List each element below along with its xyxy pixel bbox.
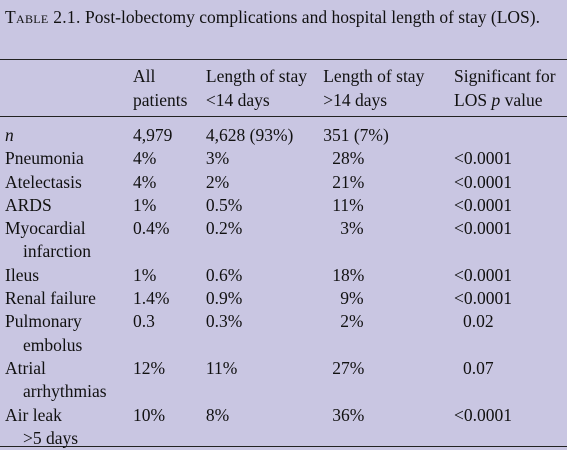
row-label: Atrial arrhythmias bbox=[5, 357, 107, 402]
row-label: Myocardial infarction bbox=[5, 218, 92, 262]
header-row: All patients Length of stay <14 days Lengt… bbox=[0, 60, 567, 120]
cell-los-under-14: 8% bbox=[205, 404, 230, 425]
cell-los-over-14: 18% bbox=[332, 264, 365, 285]
cell-all-patients: 1% bbox=[133, 264, 157, 285]
table-label: Table 2.1. bbox=[5, 7, 81, 27]
table-caption: Table 2.1. Post-lobectomy complications … bbox=[5, 5, 565, 30]
cell-all-patients: 4,979 bbox=[133, 125, 173, 145]
cell-p-value: <0.0001 bbox=[454, 288, 513, 309]
cell-all-patients: 0.4% bbox=[133, 218, 170, 239]
table-row: Atrial arrhythmias 12% 11% 27% 0.07 bbox=[0, 357, 567, 404]
cell-all-patients: 1% bbox=[133, 194, 157, 215]
cell-p-value: <0.0001 bbox=[454, 171, 513, 192]
row-label: Pulmonary embolus bbox=[5, 311, 83, 355]
cell-los-over-14: 21% bbox=[332, 171, 365, 192]
cell-los-under-14: 4,628 (93%) bbox=[205, 125, 294, 145]
cell-all-patients: 12% bbox=[133, 357, 166, 378]
header-all-patients: All patients bbox=[133, 66, 188, 110]
cell-los-over-14: 351 (7%) bbox=[323, 125, 389, 145]
row-label: ARDS bbox=[5, 194, 52, 215]
cell-all-patients: 4% bbox=[133, 171, 157, 192]
row-label: Renal failure bbox=[5, 288, 96, 309]
cell-los-under-14: 0.3% bbox=[205, 311, 243, 332]
table-row: Renal failure 1.4% 0.9% 9% <0.0001 bbox=[0, 287, 567, 310]
cell-los-under-14: 0.2% bbox=[205, 218, 243, 239]
cell-p-value: <0.0001 bbox=[454, 264, 513, 285]
cell-all-patients: 1.4% bbox=[133, 288, 170, 309]
cell-los-over-14: 28% bbox=[332, 148, 365, 169]
complications-table: All patients Length of stay <14 days Lengt… bbox=[0, 60, 567, 450]
cell-p-value: 0.02 bbox=[463, 311, 494, 332]
table-row: Atelectasis 4% 2% 21% <0.0001 bbox=[0, 171, 567, 194]
table-row: Pneumonia 4% 3% 28% <0.0001 bbox=[0, 147, 567, 170]
row-label: Ileus bbox=[5, 264, 40, 285]
header-los-over-14: Length of stay >14 days bbox=[323, 66, 425, 110]
row-label: Air leak >5 days bbox=[5, 404, 79, 448]
cell-los-over-14: 3% bbox=[340, 218, 364, 239]
cell-los-under-14: 0.6% bbox=[205, 264, 243, 285]
cell-all-patients: 0.3 bbox=[133, 311, 155, 332]
cell-los-over-14: 36% bbox=[332, 404, 365, 425]
cell-los-over-14: 2% bbox=[340, 311, 364, 332]
table-row: n 4,979 4,628 (93%) 351 (7%) bbox=[0, 120, 567, 147]
cell-los-under-14: 0.9% bbox=[205, 288, 243, 309]
cell-p-value: <0.0001 bbox=[454, 194, 513, 215]
table-title: Post-lobectomy complications and hospita… bbox=[80, 7, 540, 27]
cell-los-over-14: 11% bbox=[332, 194, 364, 215]
cell-all-patients: 4% bbox=[133, 148, 157, 169]
row-label: n bbox=[5, 125, 14, 145]
table-row: Pulmonary embolus 0.3 0.3% 2% 0.02 bbox=[0, 310, 567, 357]
cell-p-value: <0.0001 bbox=[454, 148, 513, 169]
cell-p-value: 0.07 bbox=[463, 357, 494, 378]
header-los-under-14: Length of stay <14 days bbox=[205, 66, 307, 110]
cell-los-under-14: 2% bbox=[205, 171, 230, 192]
header-rule bbox=[0, 116, 567, 117]
cell-all-patients: 10% bbox=[133, 404, 166, 425]
cell-p-value: <0.0001 bbox=[454, 218, 513, 239]
cell-los-under-14: 11% bbox=[205, 357, 238, 378]
cell-p-value: <0.0001 bbox=[454, 404, 513, 425]
cell-los-over-14: 9% bbox=[340, 288, 364, 309]
cell-los-over-14: 27% bbox=[332, 357, 365, 378]
header-stub bbox=[0, 60, 133, 120]
cell-los-under-14: 0.5% bbox=[205, 194, 243, 215]
table-row: Air leak >5 days 10% 8% 36% <0.0001 bbox=[0, 404, 567, 450]
cell-p-value bbox=[454, 120, 567, 147]
row-label: Atelectasis bbox=[5, 171, 82, 192]
table-row: Ileus 1% 0.6% 18% <0.0001 bbox=[0, 264, 567, 287]
table-row: ARDS 1% 0.5% 11% <0.0001 bbox=[0, 194, 567, 217]
header-p-value: Significant for LOS p value bbox=[454, 66, 556, 110]
cell-los-under-14: 3% bbox=[205, 148, 230, 169]
row-label: Pneumonia bbox=[5, 148, 84, 169]
bottom-rule bbox=[0, 446, 567, 447]
top-rule bbox=[0, 59, 567, 60]
table-row: Myocardial infarction 0.4% 0.2% 3% <0.000… bbox=[0, 217, 567, 264]
